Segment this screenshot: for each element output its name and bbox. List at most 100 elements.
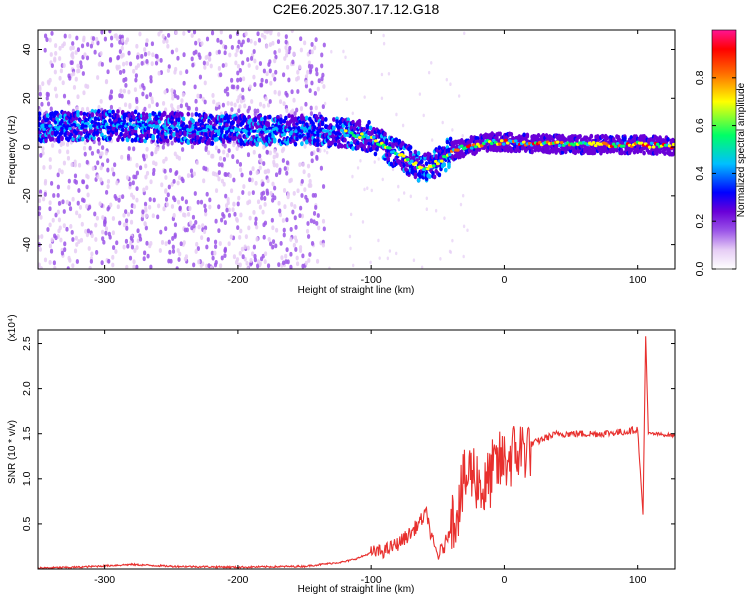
spectrogram-cell: [309, 67, 313, 73]
spectrogram-ridge-cell: [406, 157, 410, 162]
spectrogram-cell: [90, 233, 94, 239]
spectrogram-cell: [149, 179, 153, 185]
spectrogram-ridge-cell: [54, 125, 58, 129]
spectrogram-ridge-cell: [212, 125, 216, 130]
spectrogram-cell: [509, 131, 514, 137]
spectrogram-cell: [156, 146, 160, 152]
spectrogram-cell: [75, 210, 79, 216]
spectrogram-cell: [111, 216, 115, 221]
spectrogram-cell: [196, 199, 200, 205]
spectrogram-cell: [140, 138, 144, 143]
spectrogram-cell: [70, 60, 74, 66]
spectrogram-cell: [271, 239, 276, 245]
spectrogram-ridge-cell: [94, 121, 98, 125]
spectrogram-cell: [132, 259, 136, 265]
spectrogram-ridge-cell: [60, 126, 64, 130]
spectrogram-cell: [76, 200, 80, 206]
spectrogram-cell: [195, 160, 199, 166]
spectrogram-cell: [285, 108, 289, 113]
spectrogram-ridge-cell: [134, 126, 138, 131]
spectrogram-cell: [244, 234, 248, 240]
spectrogram-cell: [173, 222, 178, 228]
spectrogram-cell: [461, 193, 465, 198]
spectrogram-cell: [43, 33, 48, 39]
spectrogram-cell: [546, 146, 550, 151]
spectrogram-ridge-cell: [68, 126, 72, 131]
spectrogram-cell: [312, 219, 316, 225]
spectrogram-ridge-cell: [42, 127, 46, 131]
spectrogram-cell: [140, 133, 144, 139]
spectrogram-cell: [209, 63, 213, 69]
spectrogram-cell: [268, 114, 272, 120]
spectrogram-cell: [167, 184, 171, 190]
spectrogram-cell: [184, 102, 189, 108]
spectrogram-cell: [340, 143, 344, 149]
spectrogram-ridge-cell: [86, 122, 90, 126]
spectrogram-cell: [148, 92, 152, 97]
spectrogram-cell: [314, 67, 319, 73]
spectrogram-cell: [65, 199, 69, 205]
spectrogram-cell: [278, 167, 282, 173]
spectrogram-cell: [74, 50, 78, 55]
spectrogram-cell: [168, 168, 173, 173]
spectrogram-cell: [109, 89, 114, 95]
spectrogram-cell: [172, 178, 176, 184]
spectrogram-cell: [197, 224, 201, 230]
spectrogram-cell: [263, 196, 267, 201]
spectrogram-cell: [54, 212, 58, 218]
spectrogram-cell: [445, 77, 448, 82]
spectrogram-cell: [84, 83, 88, 89]
spectrogram-cell: [273, 50, 277, 55]
spectrogram-cell: [271, 244, 275, 250]
spectrogram-cell: [275, 163, 279, 168]
spectrogram-cell: [48, 206, 52, 212]
spectrogram-cell: [50, 63, 54, 69]
spectrogram-cell: [120, 136, 125, 142]
spectrogram-cell: [217, 170, 221, 175]
spectrogram-cell: [224, 122, 229, 128]
spectrogram-cell: [239, 49, 243, 55]
spectrogram-cell: [238, 67, 242, 73]
spectrogram-cell: [67, 178, 71, 184]
spectrogram-cell: [277, 31, 281, 37]
spectrogram-cell: [241, 76, 246, 82]
spectrogram-cell: [217, 148, 221, 154]
spectrogram-cell: [43, 47, 47, 53]
spectrogram-cell: [79, 131, 83, 136]
spectrogram-cell: [309, 105, 313, 111]
spectrogram-ridge-cell: [140, 126, 144, 130]
spectrogram-cell: [90, 150, 95, 156]
spectrogram-ridge-cell: [435, 161, 440, 166]
spectrogram-cell: [176, 117, 181, 123]
spectrogram-cell: [412, 155, 416, 161]
spectrogram-cell: [99, 177, 103, 183]
spectrogram-cell: [416, 150, 421, 156]
spectrogram-cell: [56, 138, 61, 144]
spectrogram-cell: [93, 211, 97, 217]
spectrogram-cell: [125, 175, 130, 180]
spectrogram-cell: [58, 56, 62, 61]
spectrogram-cell: [79, 64, 83, 70]
spectrogram-cell: [164, 189, 168, 194]
spectrogram-cell: [300, 141, 304, 147]
spectrogram-cell: [234, 259, 239, 265]
spectrogram-cell: [369, 260, 372, 265]
spectrogram-cell: [229, 188, 234, 194]
spectrogram-ridge-cell: [328, 132, 332, 136]
spectrogram-cell: [289, 227, 293, 232]
spectrogram-cell: [38, 91, 42, 97]
spectrogram-ridge-cell: [649, 141, 654, 145]
spectrogram-cell: [214, 105, 219, 111]
spectrogram-ridge-cell: [431, 164, 436, 168]
spectrogram-cell: [149, 75, 153, 80]
spectrogram-cell: [321, 218, 326, 224]
spectrogram-ridge-cell: [230, 128, 234, 132]
spectrogram-cell: [475, 136, 480, 141]
spectrogram-cell: [232, 142, 236, 148]
spectrogram-cell: [268, 99, 272, 104]
spectrogram-cell: [53, 57, 57, 63]
spectrogram-cell: [420, 265, 424, 269]
spectrogram-cell: [292, 97, 296, 103]
spectrogram-cell: [263, 259, 267, 265]
